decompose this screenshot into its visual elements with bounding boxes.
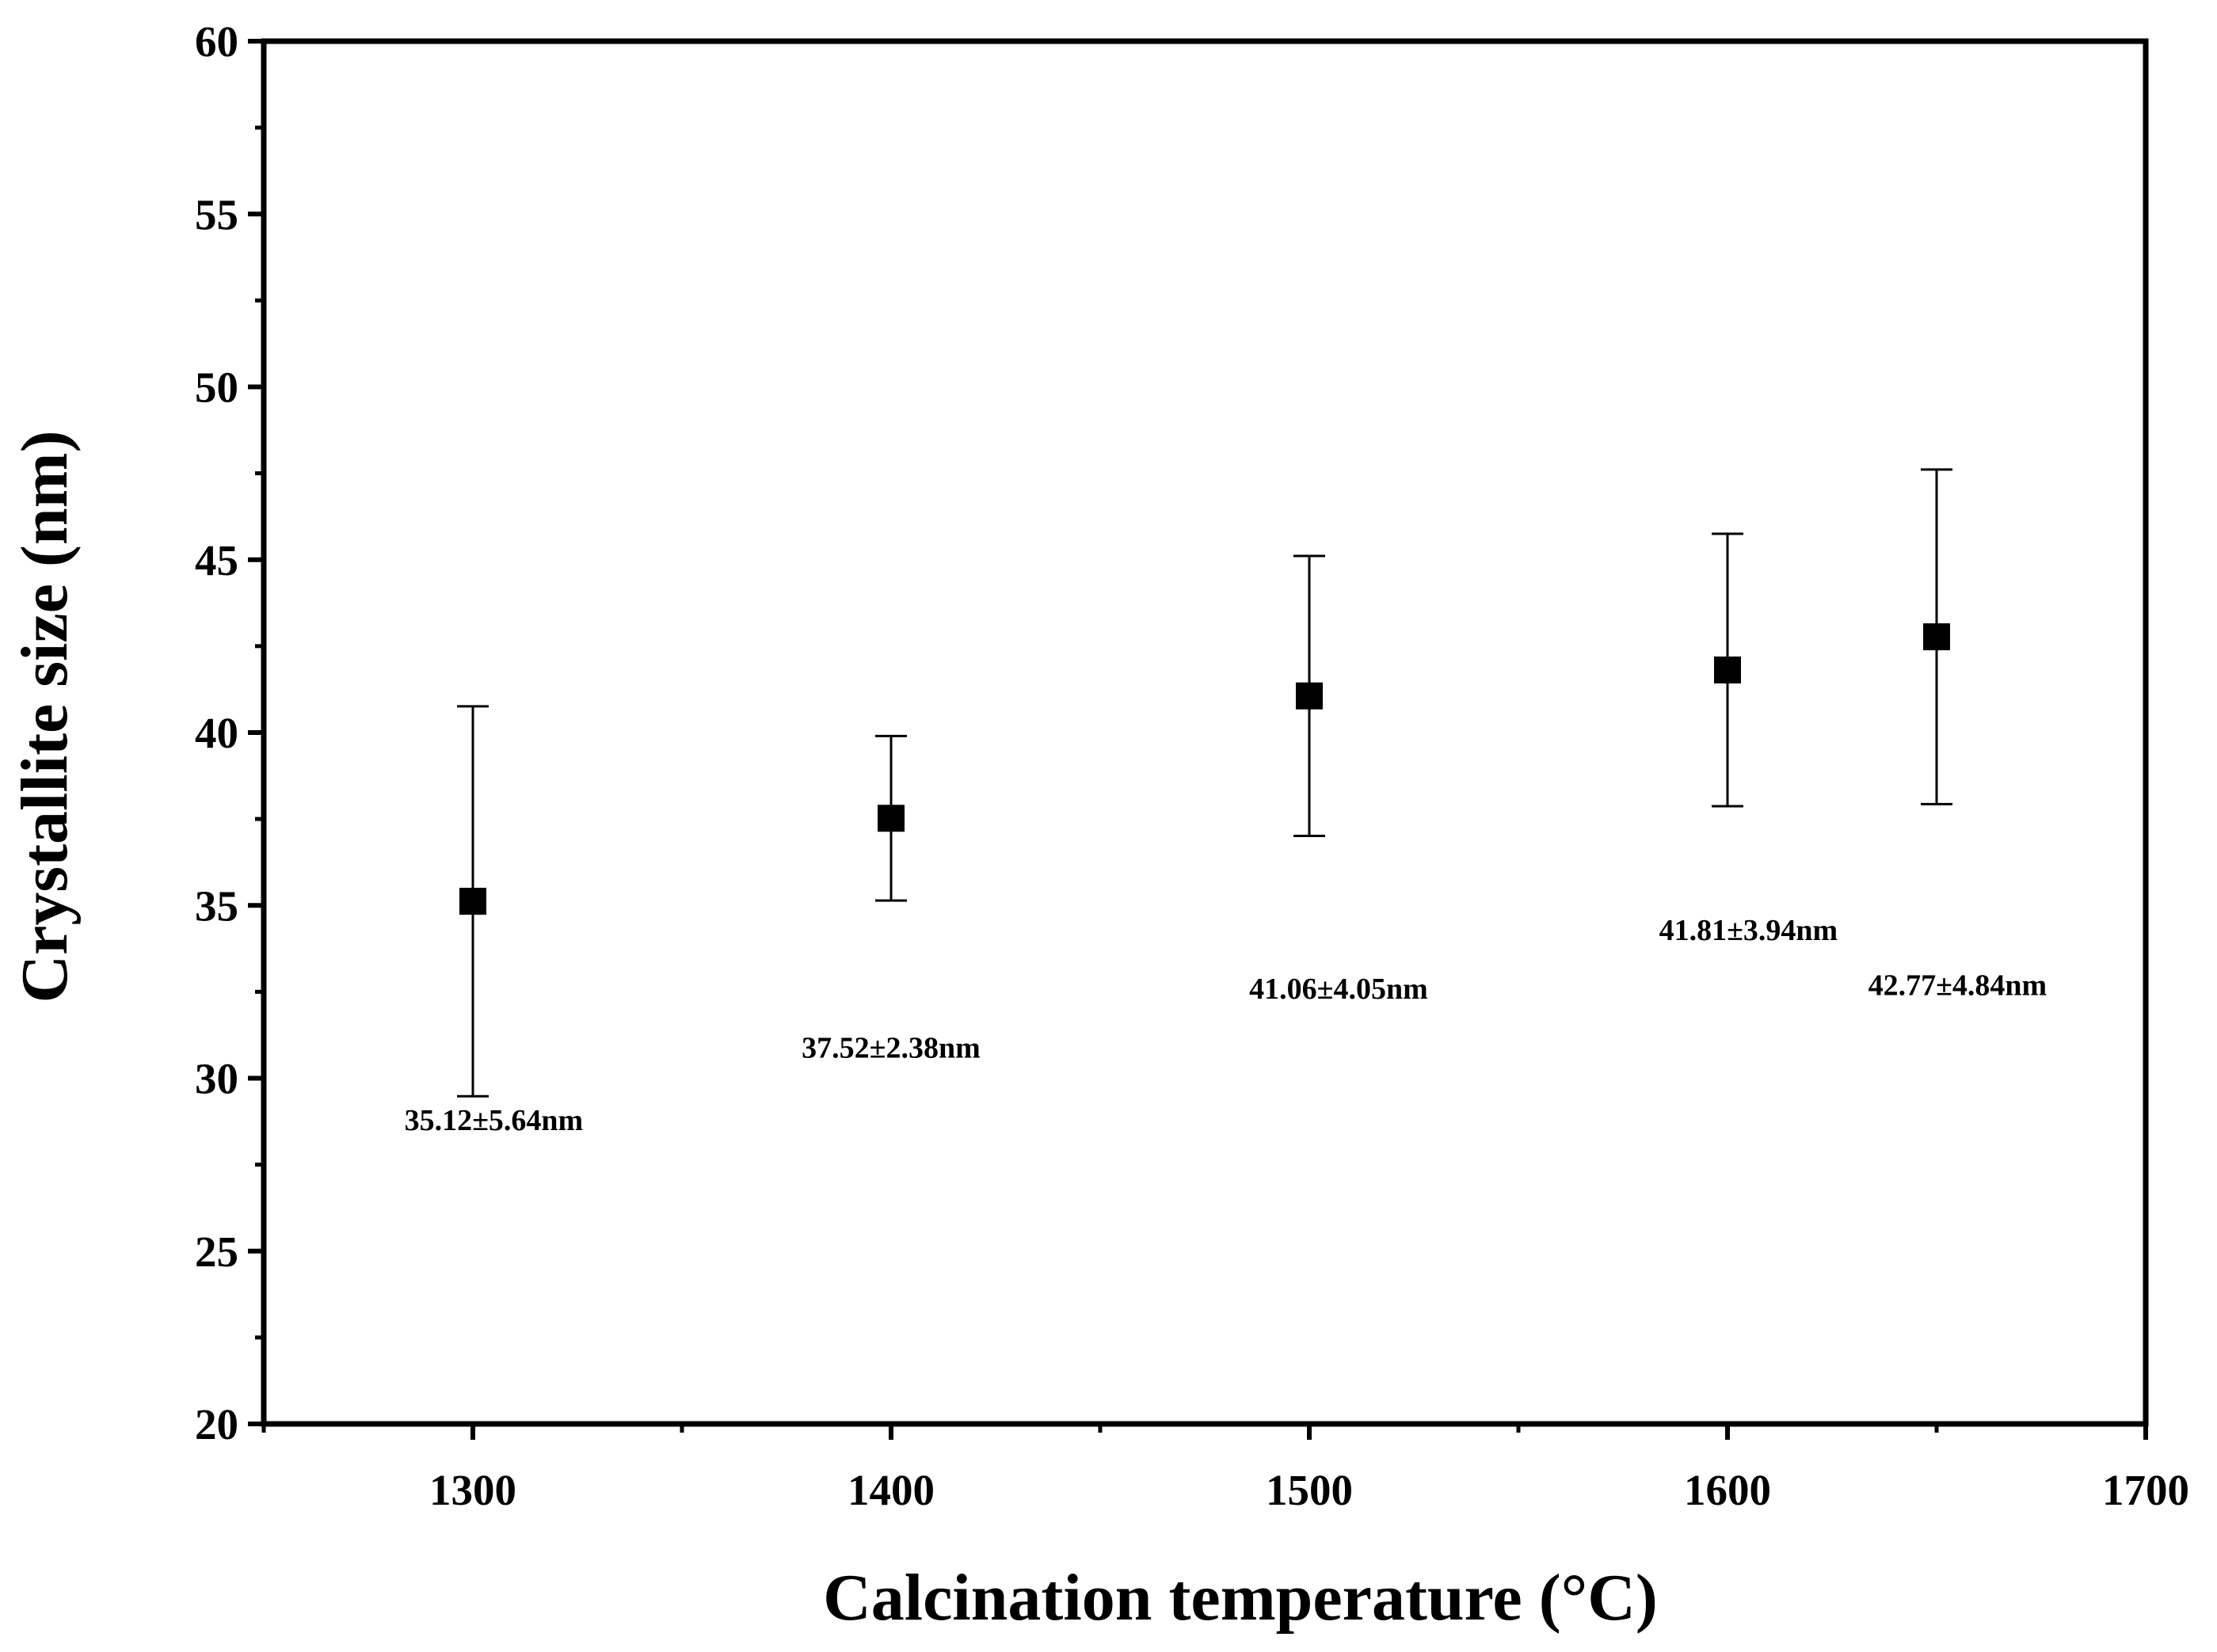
x-tick-label: 1600 [1684,1466,1771,1514]
y-tick-label: 20 [195,1400,238,1448]
tick-labels: 20 25 30 35 40 45 50 55 60 1300 1400 1500 1600 1700 [195,17,2189,1514]
y-tick-label: 25 [195,1228,238,1276]
data-markers [459,623,1950,915]
data-point-marker [1714,656,1741,683]
x-tick-label: 1500 [1266,1466,1353,1514]
y-tick-label: 40 [195,709,238,757]
error-bars [457,468,1952,1098]
data-point-label: 41.06±4.05nm [1249,973,1428,1006]
data-point-marker [1923,623,1950,651]
data-point-label: 37.52±2.38nm [802,1031,981,1064]
x-tick-label: 1400 [848,1466,935,1514]
y-tick-label: 50 [195,364,238,412]
y-axis-title: Crystallite size (nm) [8,430,82,1003]
x-axis-title: Calcination temperature (°C) [823,1561,1658,1635]
data-point-label: 35.12±5.64nm [405,1104,584,1137]
y-tick-label: 35 [195,881,238,930]
plot-area-border [261,38,2149,1427]
y-tick-label: 60 [195,17,238,66]
x-tick-label: 1300 [429,1466,516,1514]
plot-frame [261,38,2149,1427]
data-point-marker [459,888,486,915]
y-tick-label: 55 [195,190,238,238]
y-tick-label: 45 [195,536,238,584]
data-point-label: 42.77±4.84nm [1868,969,2047,1003]
axis-ticks [248,39,2148,1440]
y-tick-label: 30 [195,1055,238,1103]
data-point-marker [1296,682,1323,710]
data-point-marker [878,805,905,832]
x-tick-label: 1700 [2102,1466,2189,1514]
data-point-label: 41.81±3.94nm [1659,914,1838,947]
data-annotations: 35.12±5.64nm 37.52±2.38nm 41.06±4.05nm 41.8… [405,914,2047,1137]
